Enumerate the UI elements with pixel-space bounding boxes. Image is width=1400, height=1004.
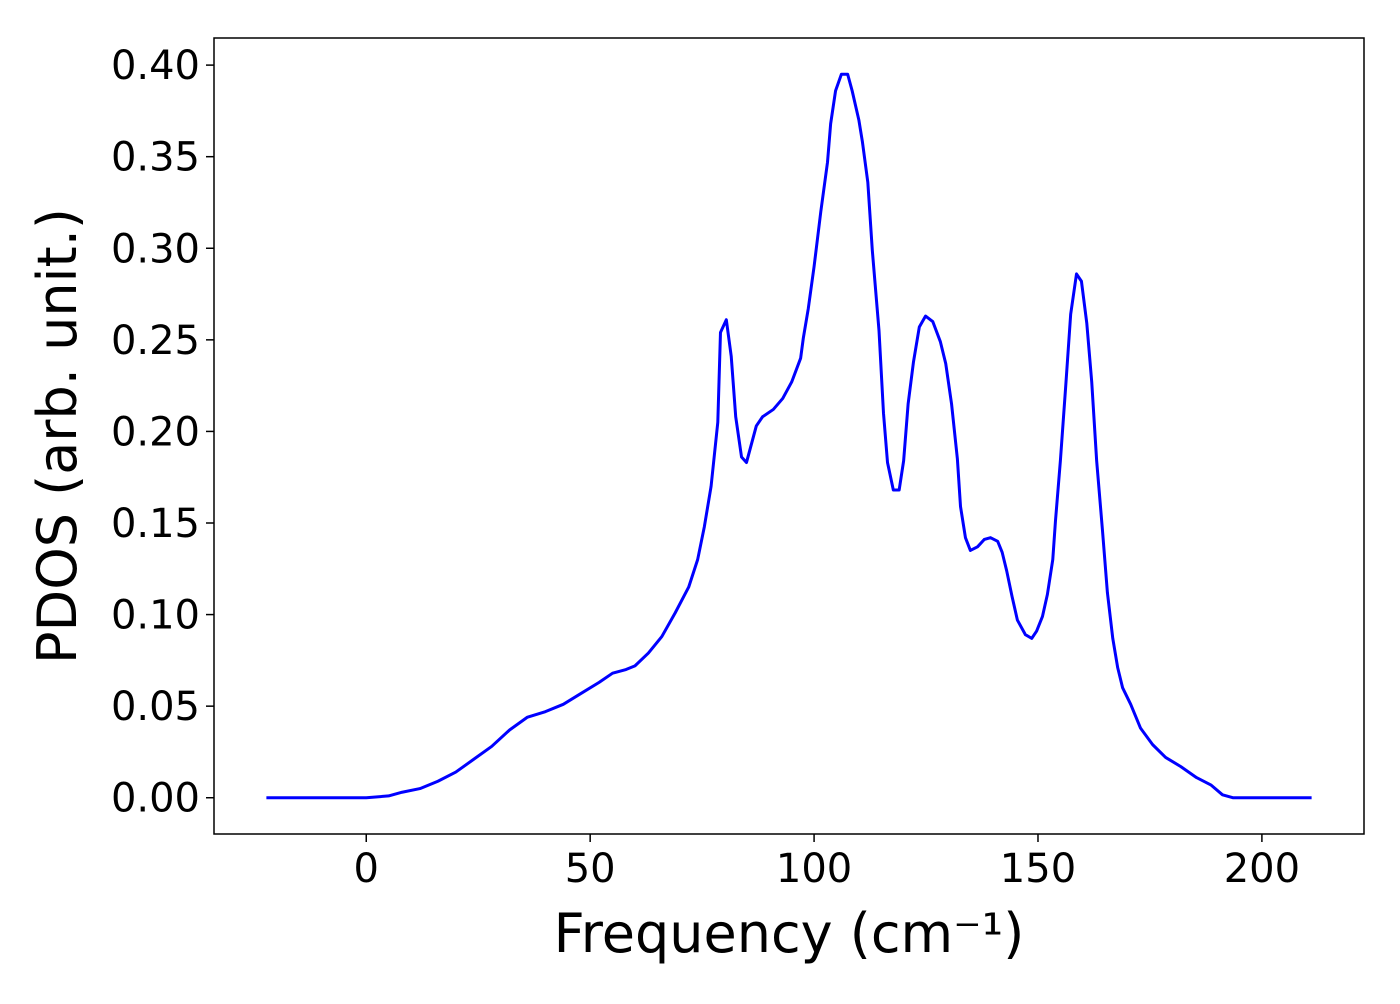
x-tick-label: 50	[565, 846, 616, 892]
y-tick-label: 0.00	[111, 776, 200, 822]
plot-frame	[213, 37, 1365, 835]
x-axis-label: Frequency (cm⁻¹)	[554, 902, 1025, 965]
x-tick-label: 150	[1000, 846, 1076, 892]
x-tick-label: 200	[1224, 846, 1300, 892]
y-tick-label: 0.15	[111, 501, 200, 547]
y-tick-label: 0.20	[111, 409, 200, 455]
y-tick-label: 0.40	[111, 43, 200, 89]
y-axis-label: PDOS (arb. unit.)	[26, 208, 89, 664]
x-tick-label: 0	[354, 846, 379, 892]
y-tick-label: 0.30	[111, 226, 200, 272]
y-tick-label: 0.25	[111, 318, 200, 364]
y-tick-label: 0.05	[111, 684, 200, 730]
data-line	[266, 72, 1312, 800]
y-tick-label: 0.10	[111, 593, 200, 639]
y-tick-label: 0.35	[111, 135, 200, 181]
x-tick-label: 100	[776, 846, 852, 892]
